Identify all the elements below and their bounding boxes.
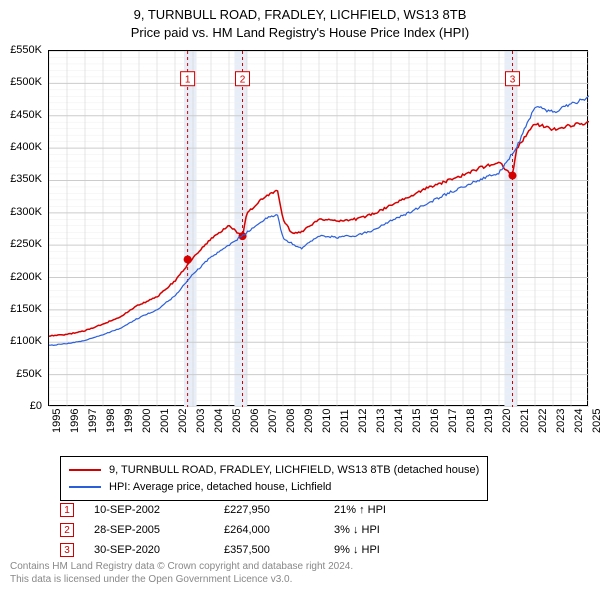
- svg-text:1: 1: [185, 75, 191, 86]
- x-tick-label: 2022: [537, 409, 549, 433]
- y-tick-label: £350K: [10, 173, 42, 185]
- title-line-2: Price paid vs. HM Land Registry's House …: [0, 24, 600, 42]
- event-row: 2 28-SEP-2005 £264,000 3% ↓ HPI: [60, 520, 434, 540]
- chart-svg: 1 2 3: [49, 51, 589, 407]
- x-tick-label: 1998: [105, 409, 117, 433]
- y-tick-label: £100K: [10, 335, 42, 347]
- legend-row: 9, TURNBULL ROAD, FRADLEY, LICHFIELD, WS…: [69, 462, 479, 479]
- event-marker: 1: [60, 503, 74, 517]
- attribution-line-2: This data is licensed under the Open Gov…: [10, 573, 353, 586]
- legend-swatch: [69, 486, 101, 488]
- x-tick-label: 2011: [339, 409, 351, 433]
- x-tick-label: 1997: [87, 409, 99, 433]
- chart-title-block: 9, TURNBULL ROAD, FRADLEY, LICHFIELD, WS…: [0, 0, 600, 44]
- event-hpi: 3% ↓ HPI: [334, 524, 434, 536]
- legend-label: 9, TURNBULL ROAD, FRADLEY, LICHFIELD, WS…: [109, 462, 479, 479]
- y-tick-label: £200K: [10, 271, 42, 283]
- x-tick-label: 2003: [195, 409, 207, 433]
- event-date: 28-SEP-2005: [94, 524, 204, 536]
- x-tick-label: 2025: [591, 409, 600, 433]
- x-tick-label: 2001: [159, 409, 171, 433]
- x-tick-label: 2019: [483, 409, 495, 433]
- x-tick-label: 2024: [573, 409, 585, 433]
- y-tick-label: £300K: [10, 206, 42, 218]
- x-tick-label: 2012: [357, 409, 369, 433]
- y-tick-label: £0: [30, 400, 42, 412]
- event-marker: 3: [60, 543, 74, 557]
- y-tick-label: £50K: [16, 368, 42, 380]
- event-price: £227,950: [224, 504, 314, 516]
- x-tick-label: 2009: [303, 409, 315, 433]
- x-tick-label: 2000: [141, 409, 153, 433]
- title-line-1: 9, TURNBULL ROAD, FRADLEY, LICHFIELD, WS…: [0, 6, 600, 24]
- x-tick-label: 2017: [447, 409, 459, 433]
- x-tick-label: 2004: [213, 409, 225, 433]
- x-tick-label: 2018: [465, 409, 477, 433]
- y-tick-label: £250K: [10, 238, 42, 250]
- x-tick-label: 2014: [393, 409, 405, 433]
- event-date: 30-SEP-2020: [94, 544, 204, 556]
- x-tick-label: 1996: [69, 409, 81, 433]
- x-tick-label: 2021: [519, 409, 531, 433]
- x-tick-label: 2002: [177, 409, 189, 433]
- x-tick-label: 2016: [429, 409, 441, 433]
- event-price: £264,000: [224, 524, 314, 536]
- x-tick-label: 2005: [231, 409, 243, 433]
- event-hpi: 9% ↓ HPI: [334, 544, 434, 556]
- event-row: 3 30-SEP-2020 £357,500 9% ↓ HPI: [60, 540, 434, 560]
- event-hpi: 21% ↑ HPI: [334, 504, 434, 516]
- x-tick-label: 2008: [285, 409, 297, 433]
- event-row: 1 10-SEP-2002 £227,950 21% ↑ HPI: [60, 500, 434, 520]
- x-tick-label: 1999: [123, 409, 135, 433]
- legend-row: HPI: Average price, detached house, Lich…: [69, 479, 479, 496]
- x-tick-label: 1995: [51, 409, 63, 433]
- attribution-line-1: Contains HM Land Registry data © Crown c…: [10, 560, 353, 573]
- x-tick-label: 2007: [267, 409, 279, 433]
- x-tick-label: 2006: [249, 409, 261, 433]
- y-tick-label: £550K: [10, 44, 42, 56]
- x-tick-label: 2010: [321, 409, 333, 433]
- svg-text:3: 3: [510, 75, 516, 86]
- y-tick-label: £500K: [10, 76, 42, 88]
- chart-container: 123 £0£50K£100K£150K£200K£250K£300K£350K…: [48, 50, 588, 430]
- x-tick-label: 2020: [501, 409, 513, 433]
- x-tick-label: 2023: [555, 409, 567, 433]
- svg-text:2: 2: [240, 75, 246, 86]
- x-tick-label: 2015: [411, 409, 423, 433]
- attribution: Contains HM Land Registry data © Crown c…: [10, 560, 353, 586]
- event-date: 10-SEP-2002: [94, 504, 204, 516]
- legend: 9, TURNBULL ROAD, FRADLEY, LICHFIELD, WS…: [60, 456, 488, 501]
- event-marker: 2: [60, 523, 74, 537]
- x-tick-label: 2013: [375, 409, 387, 433]
- y-tick-label: £450K: [10, 109, 42, 121]
- y-tick-label: £400K: [10, 141, 42, 153]
- legend-swatch: [69, 469, 101, 471]
- events-table: 1 10-SEP-2002 £227,950 21% ↑ HPI 2 28-SEP-200…: [60, 500, 434, 560]
- plot-area: 1 2 3: [48, 50, 588, 406]
- y-tick-label: £150K: [10, 303, 42, 315]
- event-price: £357,500: [224, 544, 314, 556]
- legend-label: HPI: Average price, detached house, Lich…: [109, 479, 331, 496]
